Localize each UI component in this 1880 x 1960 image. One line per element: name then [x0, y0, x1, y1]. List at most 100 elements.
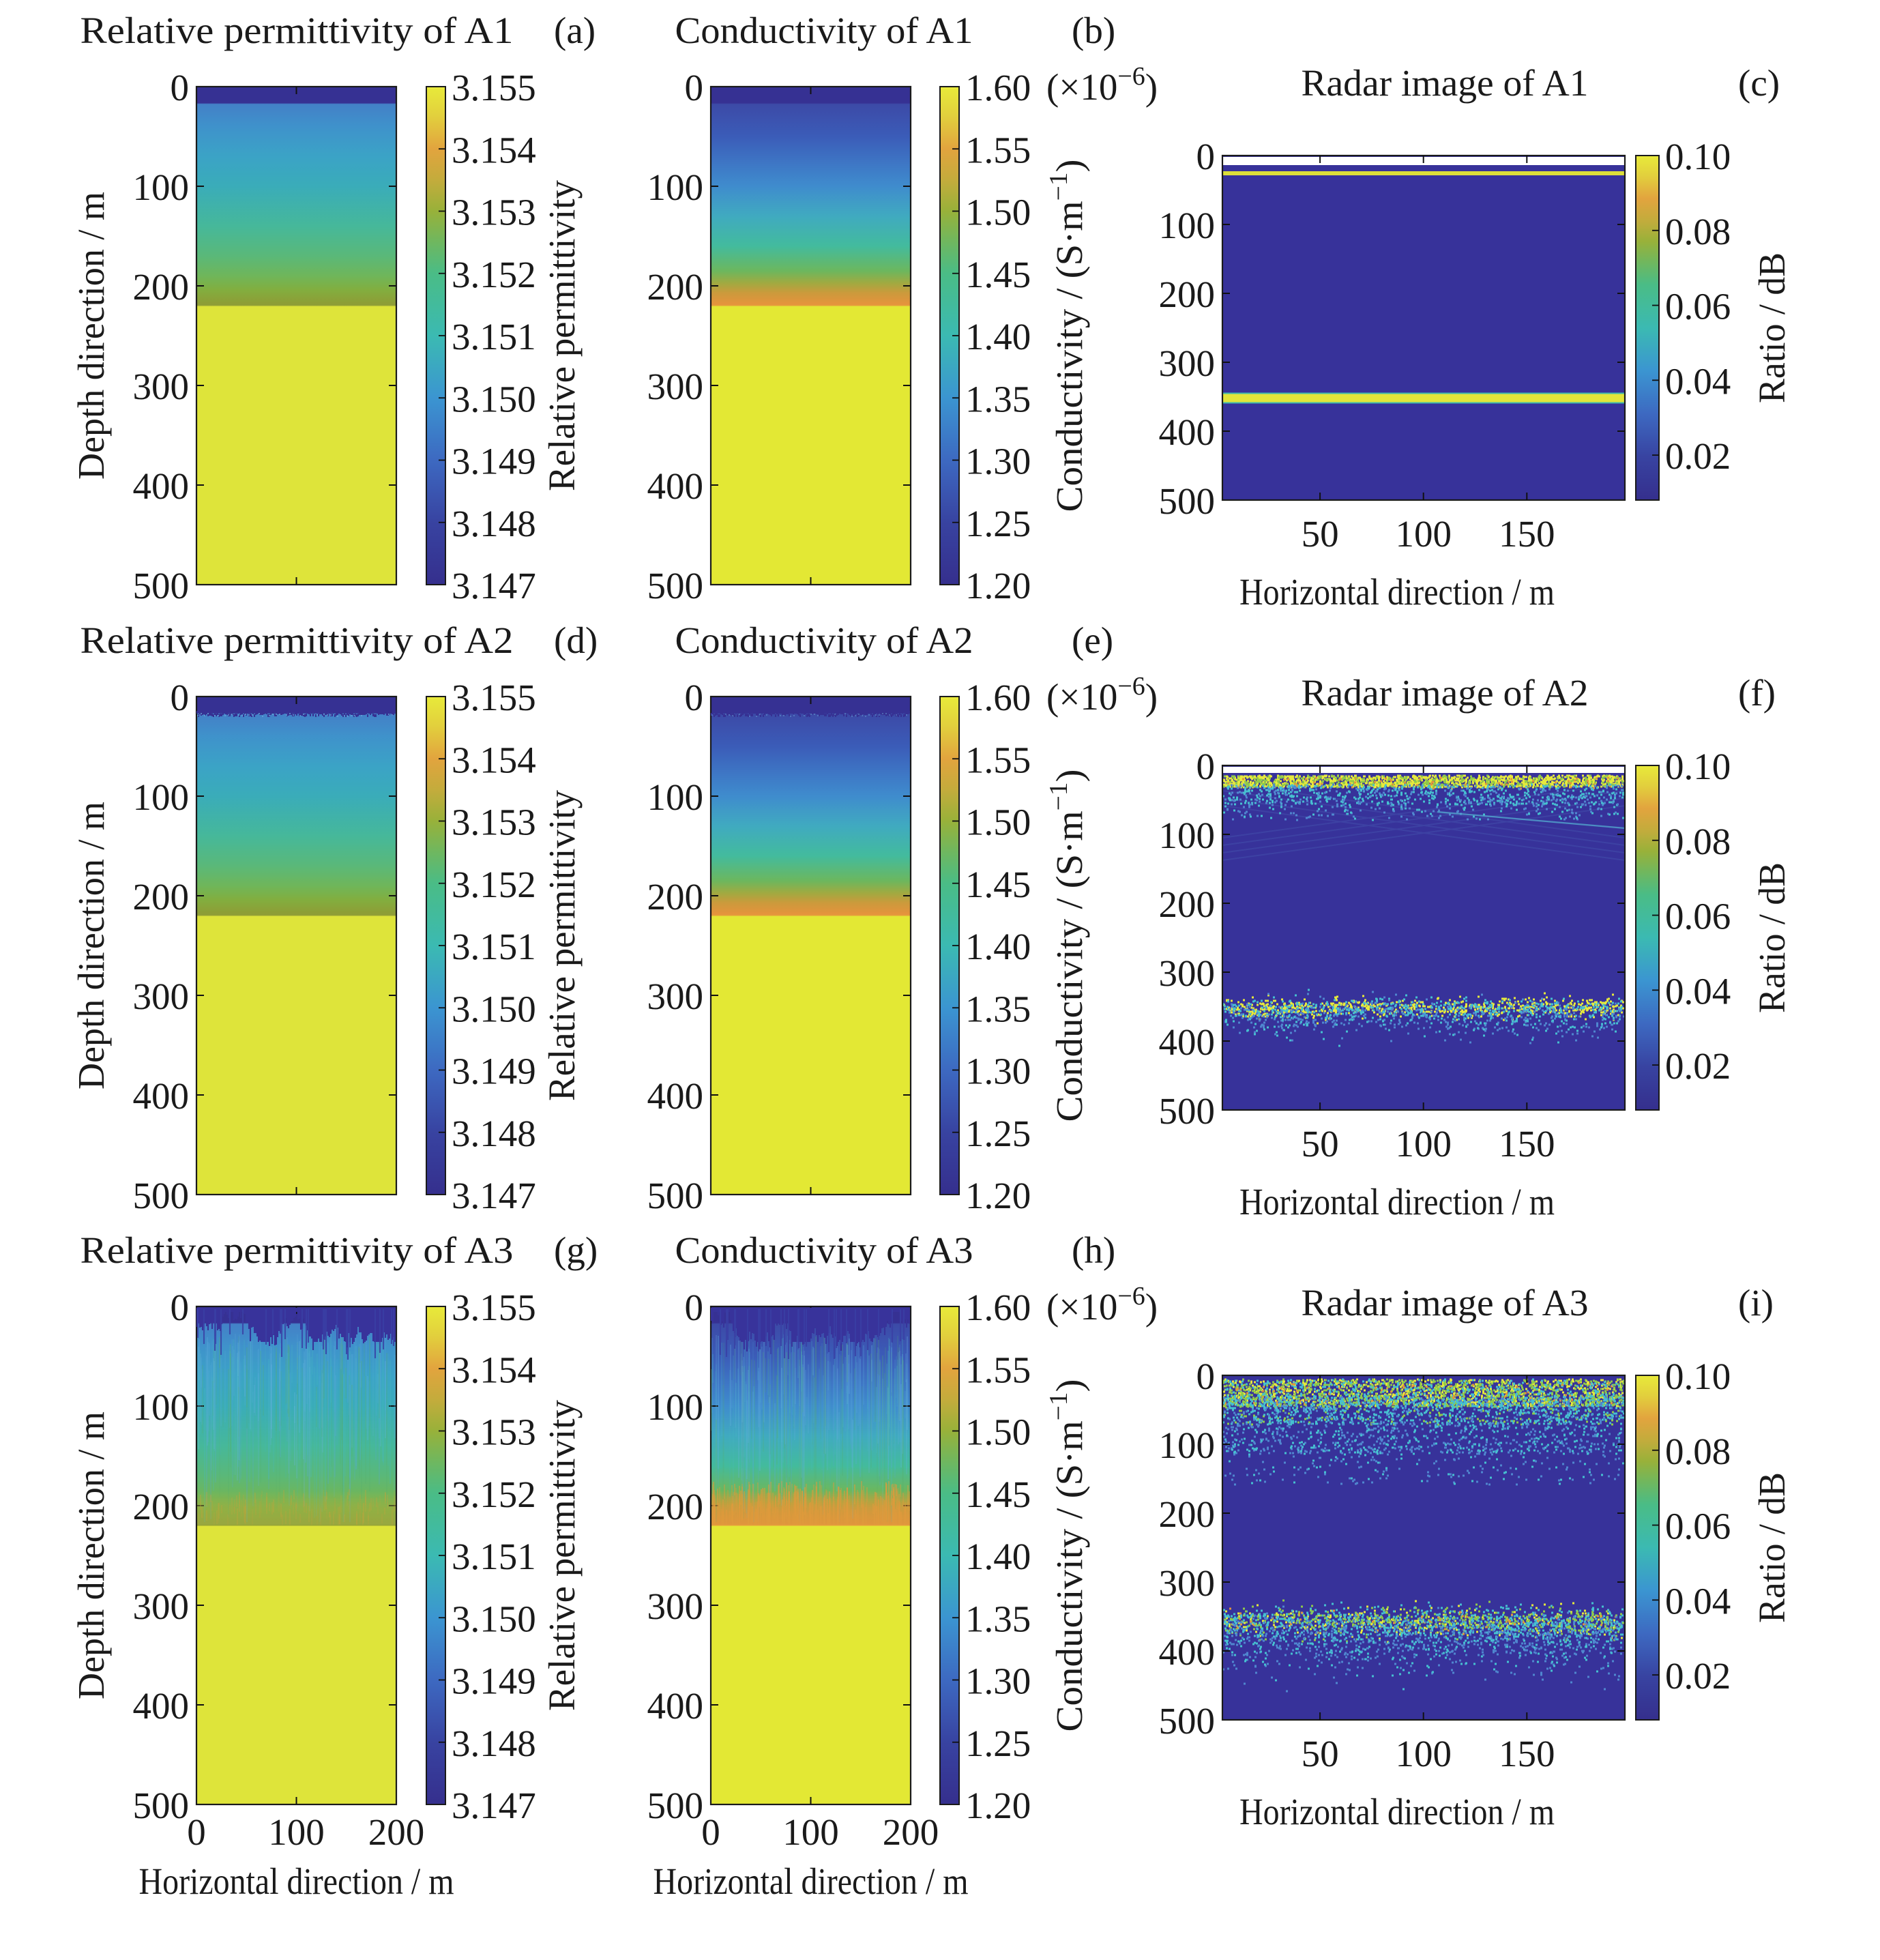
svg-text:400: 400	[647, 1685, 704, 1727]
svg-text:100: 100	[268, 1811, 325, 1853]
svg-text:Horizontal direction / m: Horizontal direction / m	[1239, 1181, 1555, 1223]
svg-text:3.149: 3.149	[452, 1661, 536, 1702]
svg-text:3.155: 3.155	[452, 1287, 536, 1328]
svg-text:100: 100	[1159, 205, 1216, 246]
svg-text:0.02: 0.02	[1665, 435, 1731, 477]
svg-text:3.148: 3.148	[452, 503, 536, 544]
svg-text:(c): (c)	[1738, 62, 1780, 104]
svg-text:3.148: 3.148	[452, 1723, 536, 1764]
svg-text:200: 200	[133, 266, 190, 308]
svg-text:1.50: 1.50	[965, 192, 1031, 233]
svg-text:(g): (g)	[554, 1229, 598, 1271]
svg-text:3.153: 3.153	[452, 192, 536, 233]
svg-text:200: 200	[1159, 274, 1216, 315]
svg-text:1.35: 1.35	[965, 1598, 1031, 1639]
svg-text:0: 0	[171, 67, 190, 108]
svg-text:Depth direction / m: Depth direction / m	[70, 192, 112, 480]
svg-text:200: 200	[368, 1811, 425, 1853]
svg-text:0: 0	[1196, 136, 1216, 177]
svg-text:0.08: 0.08	[1665, 821, 1731, 862]
svg-text:400: 400	[133, 1685, 190, 1727]
svg-text:400: 400	[1159, 1631, 1216, 1673]
svg-text:(e): (e)	[1072, 619, 1113, 661]
svg-text:3.151: 3.151	[452, 1536, 536, 1577]
svg-text:3.147: 3.147	[452, 1785, 536, 1826]
svg-text:3.152: 3.152	[452, 1474, 536, 1515]
svg-text:100: 100	[1159, 815, 1216, 856]
svg-text:3.155: 3.155	[452, 67, 536, 108]
svg-text:150: 150	[1499, 1123, 1555, 1165]
svg-text:Conductivity of A3: Conductivity of A3	[675, 1229, 973, 1271]
svg-text:Conductivity of A1: Conductivity of A1	[675, 10, 973, 51]
svg-text:300: 300	[647, 1585, 704, 1627]
svg-text:0.04: 0.04	[1665, 360, 1731, 402]
svg-text:0.06: 0.06	[1665, 286, 1731, 327]
svg-text:200: 200	[647, 1486, 704, 1527]
svg-text:50: 50	[1302, 1733, 1339, 1774]
svg-text:Depth direction / m: Depth direction / m	[70, 1412, 112, 1699]
svg-text:3.148: 3.148	[452, 1113, 536, 1154]
svg-text:400: 400	[1159, 1021, 1216, 1063]
svg-text:100: 100	[1395, 513, 1452, 555]
svg-text:300: 300	[133, 1585, 190, 1627]
svg-text:0: 0	[171, 1287, 190, 1328]
svg-text:0.02: 0.02	[1665, 1045, 1731, 1087]
svg-text:1.25: 1.25	[965, 1113, 1031, 1154]
svg-text:(f): (f)	[1738, 672, 1776, 714]
svg-text:300: 300	[647, 976, 704, 1017]
svg-text:3.149: 3.149	[452, 441, 536, 482]
svg-text:1.35: 1.35	[965, 988, 1031, 1029]
svg-text:3.154: 3.154	[452, 739, 536, 780]
svg-text:Horizontal direction / m: Horizontal direction / m	[139, 1860, 454, 1902]
svg-text:0.06: 0.06	[1665, 1506, 1731, 1547]
svg-text:Horizontal direction / m: Horizontal direction / m	[653, 1860, 969, 1902]
svg-text:200: 200	[1159, 1493, 1216, 1535]
svg-text:3.151: 3.151	[452, 316, 536, 357]
svg-text:Radar image of A3: Radar image of A3	[1302, 1282, 1589, 1323]
svg-text:1.45: 1.45	[965, 864, 1031, 905]
svg-text:3.153: 3.153	[452, 802, 536, 843]
svg-text:3.152: 3.152	[452, 254, 536, 295]
svg-text:0.06: 0.06	[1665, 896, 1731, 937]
svg-text:3.150: 3.150	[452, 378, 536, 420]
svg-text:0: 0	[685, 1287, 704, 1328]
svg-text:500: 500	[133, 1175, 190, 1216]
svg-text:Ratio / dB: Ratio / dB	[1751, 1472, 1793, 1623]
svg-text:1.50: 1.50	[965, 1412, 1031, 1453]
svg-text:0: 0	[701, 1811, 720, 1853]
svg-text:Radar image of A2: Radar image of A2	[1302, 672, 1589, 714]
svg-text:100: 100	[1159, 1424, 1216, 1466]
svg-text:1.45: 1.45	[965, 254, 1031, 295]
svg-text:0.10: 0.10	[1665, 746, 1731, 787]
svg-text:1.20: 1.20	[965, 1175, 1031, 1216]
svg-text:500: 500	[647, 1175, 704, 1216]
svg-text:200: 200	[133, 1486, 190, 1527]
svg-text:400: 400	[647, 465, 704, 507]
svg-text:300: 300	[133, 976, 190, 1017]
svg-text:500: 500	[133, 565, 190, 606]
svg-text:Conductivity / (S·m−1): Conductivity / (S·m−1)	[1044, 770, 1090, 1122]
svg-text:Relative permittivity: Relative permittivity	[541, 790, 583, 1101]
svg-text:200: 200	[1159, 883, 1216, 925]
svg-text:100: 100	[782, 1811, 839, 1853]
svg-text:1.55: 1.55	[965, 129, 1031, 171]
svg-text:1.30: 1.30	[965, 441, 1031, 482]
svg-text:0.10: 0.10	[1665, 136, 1731, 177]
svg-text:150: 150	[1499, 1733, 1555, 1774]
svg-text:200: 200	[883, 1811, 939, 1853]
svg-text:1.30: 1.30	[965, 1051, 1031, 1092]
svg-text:3.147: 3.147	[452, 565, 536, 606]
svg-text:100: 100	[1395, 1733, 1452, 1774]
svg-text:500: 500	[647, 1785, 704, 1826]
svg-text:150: 150	[1499, 513, 1555, 555]
svg-text:0: 0	[1196, 746, 1216, 787]
svg-text:0: 0	[171, 677, 190, 718]
svg-text:200: 200	[133, 876, 190, 918]
svg-text:3.150: 3.150	[452, 1598, 536, 1639]
svg-text:Ratio / dB: Ratio / dB	[1751, 862, 1793, 1013]
svg-text:Conductivity of A2: Conductivity of A2	[675, 619, 973, 661]
svg-text:0.10: 0.10	[1665, 1356, 1731, 1397]
svg-text:300: 300	[1159, 342, 1216, 384]
svg-text:400: 400	[133, 465, 190, 507]
svg-text:300: 300	[133, 366, 190, 407]
